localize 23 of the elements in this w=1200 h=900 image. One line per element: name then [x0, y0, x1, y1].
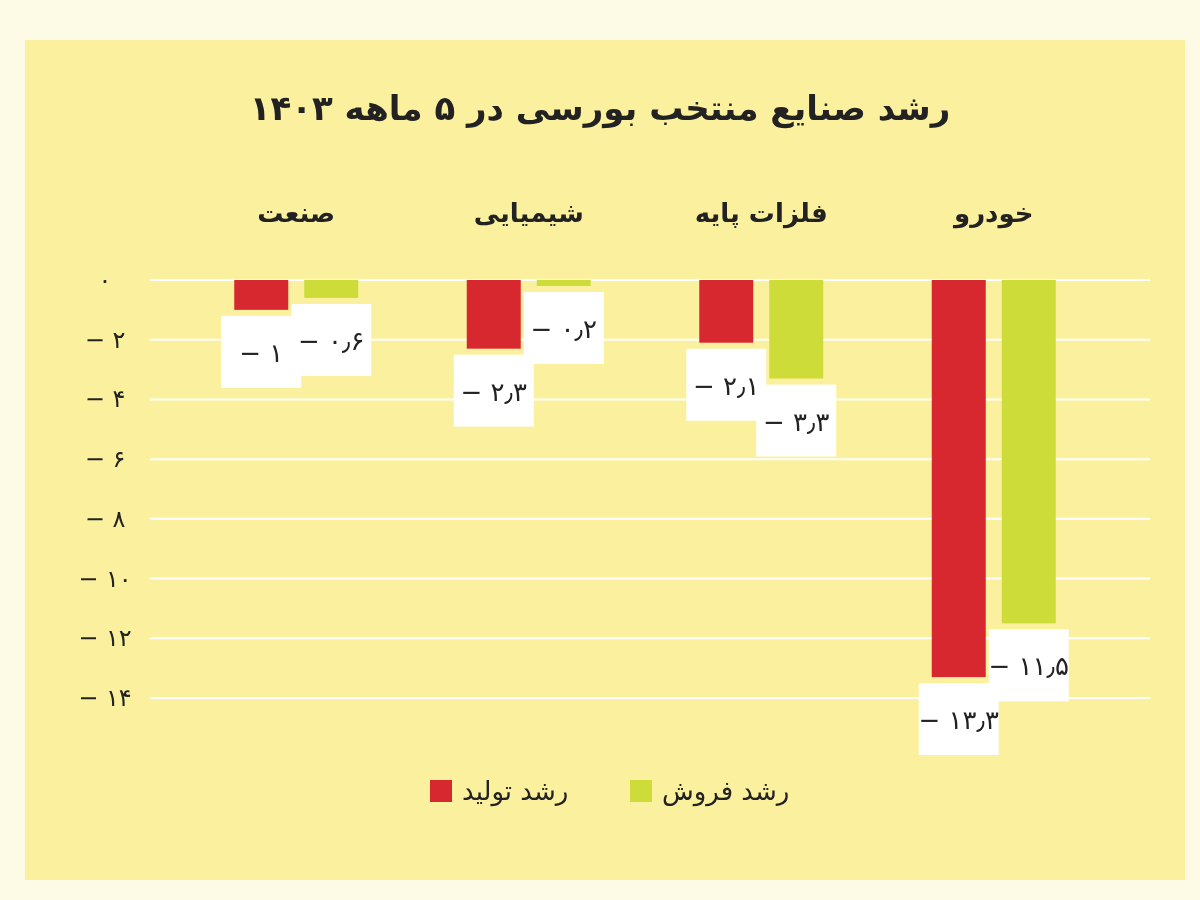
x-tick-label: فلزات پایه	[694, 198, 828, 229]
data-label: − ۱	[239, 337, 284, 368]
x-tick-label: شیمیایی	[473, 198, 584, 228]
y-tick-label: − ۸	[84, 504, 126, 533]
y-tick-label: − ۴	[84, 385, 126, 414]
y-tick-label: − ۶	[84, 445, 126, 474]
data-label: − ۱۳٫۳	[918, 705, 999, 736]
y-tick-label: − ۱۲	[78, 624, 132, 653]
legend-label: رشد فروش	[662, 776, 790, 807]
data-label: − ۰٫۲	[530, 313, 597, 344]
x-tick-label: صنعت	[257, 198, 336, 228]
chart-title: رشد صنایع منتخب بورسی در ۵ ماهه ۱۴۰۳	[249, 88, 951, 129]
y-tick-label: − ۱۴	[78, 684, 132, 712]
legend-label: رشد تولید	[462, 776, 569, 807]
y-tick-label: ۰	[98, 266, 112, 294]
data-label: − ۰٫۶	[298, 325, 365, 356]
data-label: − ۳٫۳	[763, 406, 830, 437]
y-tick-label: − ۲	[84, 325, 126, 354]
y-tick-label: − ۱۰	[78, 564, 132, 593]
data-label: − ۲٫۳	[460, 376, 527, 407]
data-label: − ۱۱٫۵	[988, 651, 1069, 682]
x-tick-label: خودرو	[951, 198, 1034, 229]
data-label: − ۲٫۱	[693, 370, 760, 401]
